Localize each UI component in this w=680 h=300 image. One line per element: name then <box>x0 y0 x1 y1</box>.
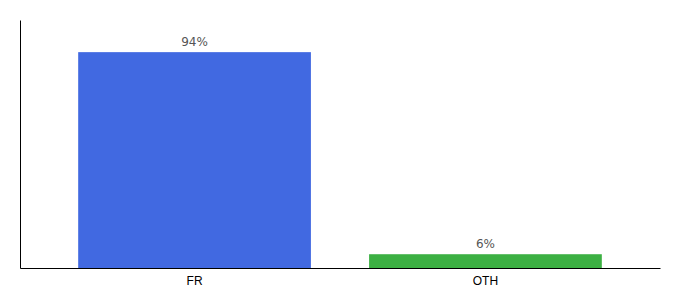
x-tick-label: OTH <box>473 274 498 288</box>
y-axis-line <box>20 21 21 269</box>
x-tick: FR <box>187 268 203 288</box>
x-axis: FR OTH <box>21 268 661 288</box>
chart-container: FR OTH 94% 6% <box>0 0 680 300</box>
x-axis-line <box>21 268 661 269</box>
x-tick: OTH <box>473 268 498 288</box>
chart-svg: FR OTH 94% 6% <box>0 0 680 300</box>
data-label: 6% <box>476 237 495 251</box>
x-tick-label: FR <box>187 274 203 288</box>
bar <box>78 52 311 268</box>
bars <box>78 52 602 268</box>
plot: FR OTH 94% 6% <box>21 21 661 288</box>
data-labels: 94% 6% <box>181 35 495 251</box>
data-label: 94% <box>181 35 208 49</box>
bar <box>369 254 602 268</box>
y-axis <box>20 21 21 269</box>
